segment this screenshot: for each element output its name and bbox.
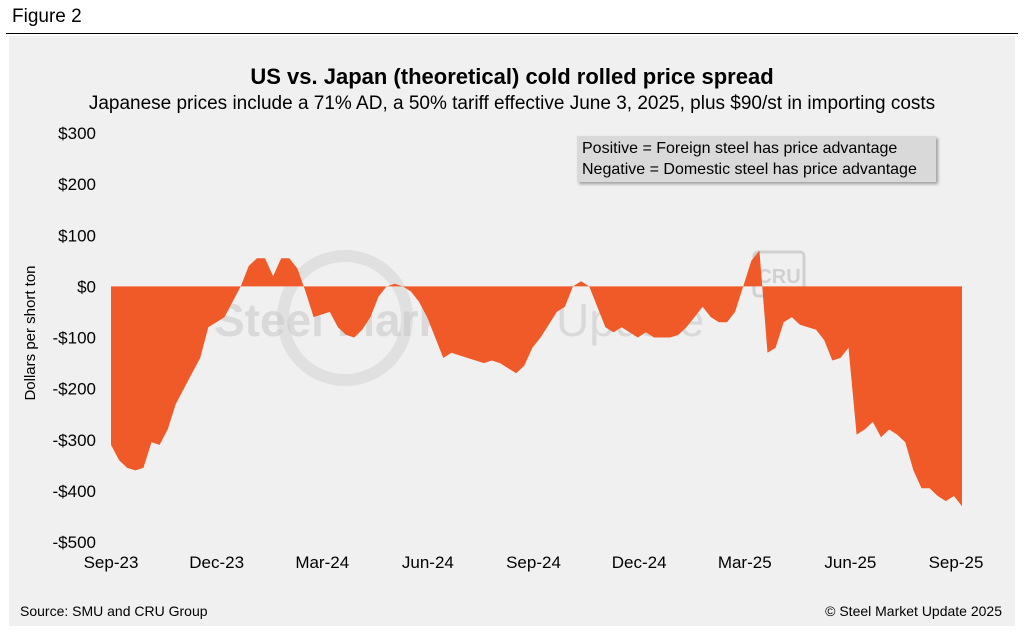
y-tick-label: -$100 xyxy=(53,329,96,348)
y-tick-label: $200 xyxy=(58,175,96,194)
y-axis-ticks: $300 $200 $100 $0 -$100 -$200 -$300 -$400 -$500 xyxy=(53,124,96,552)
x-tick-label: Mar-25 xyxy=(718,553,772,572)
legend: Positive = Foreign steel has price advan… xyxy=(577,136,936,182)
y-tick-label: $100 xyxy=(58,226,96,245)
copyright-note: © Steel Market Update 2025 xyxy=(825,603,1002,619)
y-tick-label: $0 xyxy=(77,277,96,296)
x-tick-label: Mar-24 xyxy=(295,553,349,572)
x-tick-label: Jun-24 xyxy=(402,553,454,572)
x-tick-label: Jun-25 xyxy=(824,553,876,572)
x-tick-label: Sep-25 xyxy=(929,553,984,572)
x-tick-label: Sep-24 xyxy=(506,553,561,572)
legend-entry-positive: Positive = Foreign steel has price advan… xyxy=(582,140,898,157)
legend-entry-negative: Negative = Domestic steel has price adva… xyxy=(582,161,917,178)
watermark-ring-icon xyxy=(277,250,413,386)
x-tick-label: Sep-23 xyxy=(84,553,139,572)
y-tick-label: -$500 xyxy=(53,533,96,552)
y-tick-label: -$300 xyxy=(53,431,96,450)
y-tick-label: -$200 xyxy=(53,380,96,399)
figure-label: Figure 2 xyxy=(12,6,82,27)
y-tick-label: -$400 xyxy=(53,482,96,501)
x-axis-ticks: Sep-23 Dec-23 Mar-24 Jun-24 Sep-24 Dec-24 Mar-… xyxy=(84,553,984,572)
x-tick-label: Dec-23 xyxy=(189,553,244,572)
cru-logo-text: CRU xyxy=(757,266,800,288)
figure-header: Figure 2 xyxy=(0,0,1024,33)
spread-area xyxy=(111,250,962,507)
source-note: Source: SMU and CRU Group xyxy=(20,603,208,619)
x-tick-label: Dec-24 xyxy=(612,553,667,572)
y-tick-label: $300 xyxy=(58,124,96,143)
area-series xyxy=(111,250,962,507)
y-axis-title: Dollars per short ton xyxy=(22,265,39,400)
chart-subtitle: Japanese prices include a 71% AD, a 50% … xyxy=(88,93,936,114)
figure-divider xyxy=(6,33,1018,34)
chart-title: US vs. Japan (theoretical) cold rolled p… xyxy=(250,64,774,89)
